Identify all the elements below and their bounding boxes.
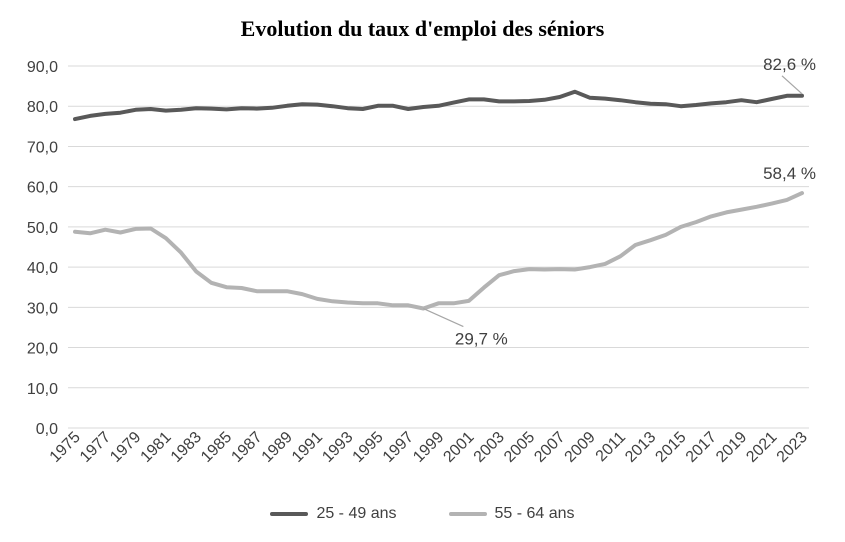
x-tick-label: 2021 bbox=[743, 429, 780, 466]
y-tick-label: 40,0 bbox=[27, 260, 58, 277]
x-tick-label: 1995 bbox=[350, 429, 387, 466]
x-tick-label: 2007 bbox=[531, 429, 568, 466]
x-tick-label: 2019 bbox=[713, 429, 750, 466]
legend-item-series-2: 55 - 64 ans bbox=[448, 505, 575, 523]
annotation-leader bbox=[781, 75, 803, 95]
x-tick-label: 1981 bbox=[138, 429, 175, 466]
x-tick-label: 1997 bbox=[380, 429, 417, 466]
x-tick-label: 2011 bbox=[593, 429, 629, 465]
x-tick-label: 1983 bbox=[168, 429, 205, 466]
x-tick-label: 2005 bbox=[501, 429, 538, 466]
data-annotations: 82,6 % 58,4 % 29,7 % bbox=[423, 55, 816, 349]
legend-swatch-series-1 bbox=[270, 512, 309, 516]
annotation-label: 29,7 % bbox=[455, 330, 508, 349]
x-tick-label: 1989 bbox=[259, 429, 296, 466]
x-tick-label: 1991 bbox=[289, 429, 326, 466]
x-tick-label: 2003 bbox=[471, 429, 508, 466]
legend-swatch-series-2 bbox=[448, 512, 487, 516]
annotation-label: 82,6 % bbox=[763, 55, 816, 74]
y-axis-tick-labels: 0,0 10,0 20,0 30,0 40,0 50,0 60,0 70,0 80,0 90,0 bbox=[27, 59, 58, 438]
legend-label-series-2: 55 - 64 ans bbox=[494, 505, 575, 522]
legend-item-series-1: 25 - 49 ans bbox=[270, 505, 397, 523]
x-tick-label: 2017 bbox=[683, 429, 720, 466]
x-tick-label: 2023 bbox=[774, 429, 811, 466]
y-tick-label: 70,0 bbox=[27, 139, 58, 156]
annotation-label: 58,4 % bbox=[763, 164, 816, 183]
y-tick-label: 50,0 bbox=[27, 220, 58, 237]
x-tick-label: 2015 bbox=[652, 429, 689, 466]
x-tick-label: 1993 bbox=[319, 429, 356, 466]
gridlines bbox=[68, 65, 809, 429]
y-tick-label: 80,0 bbox=[27, 99, 58, 116]
x-tick-label: 1979 bbox=[107, 429, 144, 466]
legend-label-series-1: 25 - 49 ans bbox=[316, 505, 397, 522]
series-lines bbox=[73, 89, 804, 311]
y-tick-label: 60,0 bbox=[27, 180, 58, 197]
series-line-2 bbox=[73, 191, 804, 311]
x-tick-label: 2013 bbox=[622, 429, 659, 466]
x-tick-label: 1987 bbox=[228, 429, 265, 466]
x-tick-label: 2001 bbox=[440, 429, 477, 466]
series-line-1 bbox=[73, 89, 804, 122]
y-tick-label: 10,0 bbox=[27, 381, 58, 398]
y-tick-label: 0,0 bbox=[36, 421, 58, 438]
x-tick-label: 1977 bbox=[77, 429, 114, 466]
y-tick-label: 90,0 bbox=[27, 59, 58, 76]
y-tick-label: 30,0 bbox=[27, 300, 58, 317]
annotation-leader bbox=[423, 307, 464, 328]
x-tick-label: 1999 bbox=[410, 429, 447, 466]
x-axis-tick-labels: 1975197719791981198319851987198919911993… bbox=[47, 429, 811, 466]
legend: 25 - 49 ans 55 - 64 ans bbox=[0, 505, 845, 523]
chart-title: Evolution du taux d'emploi des séniors bbox=[240, 16, 605, 41]
y-tick-label: 20,0 bbox=[27, 341, 58, 358]
x-tick-label: 2009 bbox=[562, 429, 599, 466]
x-tick-label: 1985 bbox=[198, 429, 235, 466]
